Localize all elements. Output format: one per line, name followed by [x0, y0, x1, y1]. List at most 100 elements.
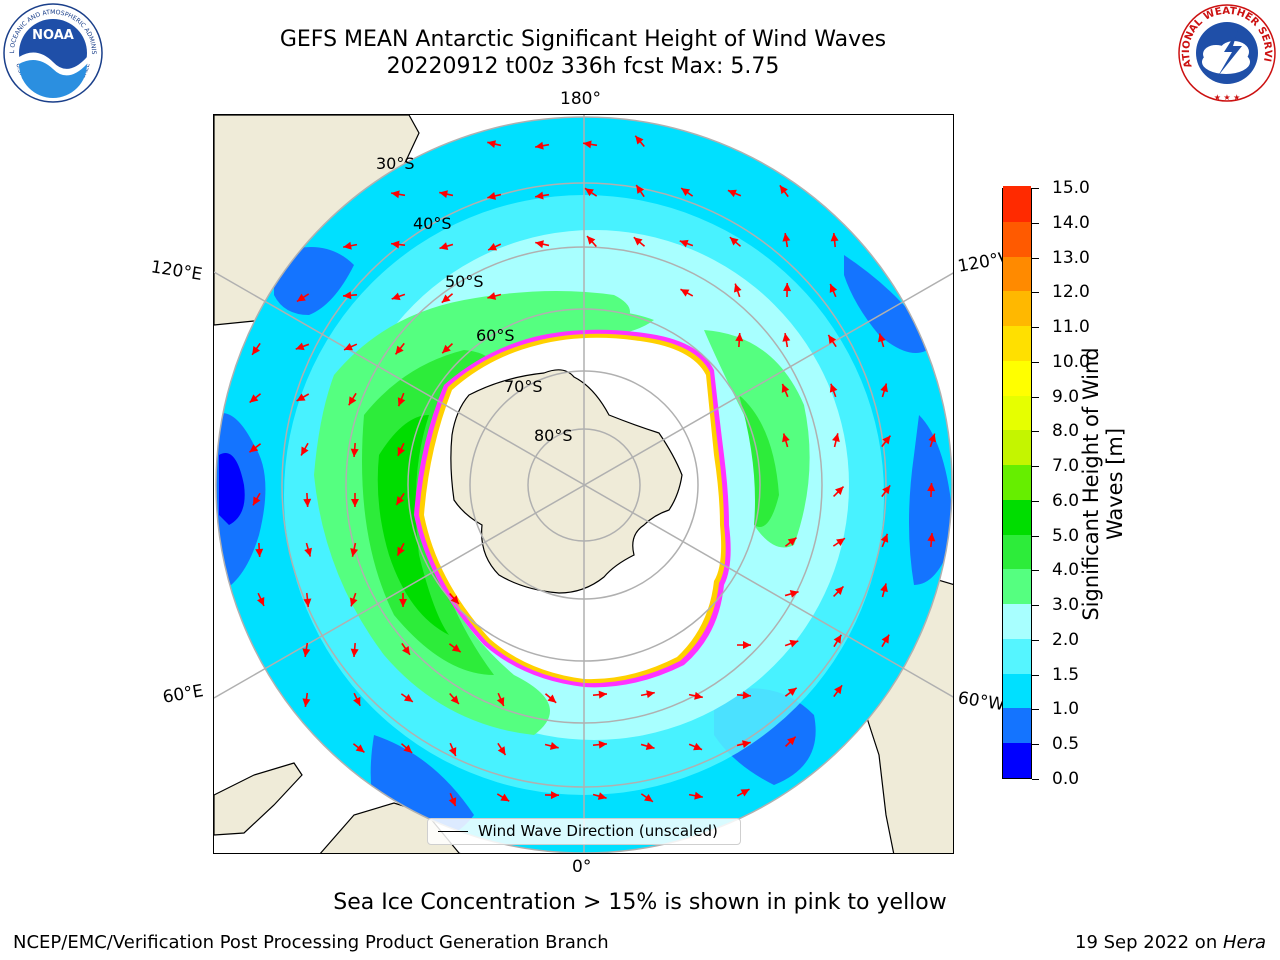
- map-canvas: 30°S 40°S 50°S 60°S 70°S 80°S: [214, 115, 953, 853]
- wave-arrow-head: [439, 190, 448, 199]
- colorbar-tick: [1032, 639, 1039, 641]
- datestamp-host: Hera: [1222, 932, 1266, 953]
- wave-arrow-head: [500, 793, 510, 802]
- lon-label-0: 0°: [572, 857, 592, 877]
- wave-arrow-head: [496, 697, 505, 707]
- wave-arrow-head: [535, 191, 544, 200]
- lon-label-180: 180°: [560, 89, 601, 109]
- wave-arrow-head: [304, 547, 312, 557]
- colorbar-tick-label: 1.5: [1052, 664, 1080, 685]
- wave-arrow-head: [350, 448, 359, 457]
- wave-arrow-head: [348, 396, 357, 406]
- colorbar-tick: [1032, 570, 1039, 572]
- wave-arrow-head: [448, 747, 457, 757]
- colorbar-tick-label: 0.0: [1052, 769, 1080, 789]
- wave-arrow-head: [927, 533, 936, 542]
- graticule: [214, 115, 953, 853]
- colorbar-tick-label: 15.0: [1052, 178, 1090, 198]
- blue-patch-east: [909, 415, 952, 585]
- wave-arrow-head: [441, 294, 451, 303]
- wave-arrow-head: [397, 546, 405, 556]
- colorbar-tick: [1032, 292, 1039, 294]
- wave-arrow-head: [353, 696, 361, 706]
- wave-arrow-head: [343, 241, 352, 250]
- colorbar-tick-label: 10.0: [1052, 351, 1090, 372]
- wave-arrow-head: [391, 292, 401, 301]
- colorbar-segment: [1003, 255, 1031, 292]
- colorbar-tick: [1032, 222, 1039, 224]
- wave-arrow-head: [740, 789, 750, 797]
- wave-arrow-head: [350, 498, 359, 507]
- chart-title: GEFS MEAN Antarctic Significant Height o…: [279, 27, 887, 52]
- wave-arrow-head: [448, 797, 457, 807]
- wave-arrow-head: [787, 537, 797, 546]
- colorbar: [1002, 186, 1032, 779]
- colorbar-segment: [1003, 221, 1031, 257]
- wave-arrow-head: [880, 583, 888, 593]
- wave-arrow-head: [249, 394, 259, 403]
- wave-arrow-head: [927, 483, 936, 492]
- wave-arrow-head: [487, 140, 497, 148]
- wave-arrow-head: [880, 383, 888, 393]
- wave-arrow-head: [735, 333, 744, 342]
- colorbar-tick-label: 14.0: [1052, 212, 1090, 233]
- wave-arrow-head: [301, 446, 309, 456]
- colorbar-tick: [1032, 327, 1039, 329]
- wave-arrow-head: [451, 644, 461, 653]
- wave-arrow-head: [535, 141, 544, 150]
- wave-arrow-head: [928, 433, 937, 443]
- wave-arrow-head: [787, 687, 797, 696]
- colorbar-tick-label: 8.0: [1052, 421, 1080, 442]
- wave-arrow-head: [257, 596, 265, 606]
- colorbar-tick-label: 4.0: [1052, 560, 1080, 581]
- noaa-logo: NATIONAL OCEANIC AND ATMOSPHERIC ADMINIS…: [2, 2, 103, 103]
- wave-arrow-head: [497, 746, 506, 756]
- wave-arrow-head: [535, 240, 544, 249]
- colorbar-tick: [1032, 431, 1039, 433]
- colorbar-tick-label: 7.0: [1052, 456, 1080, 477]
- colorbar-segment: [1003, 742, 1031, 778]
- wave-arrow-head: [834, 586, 844, 595]
- colorbar-segment: [1003, 568, 1031, 605]
- colorbar-segment: [1003, 707, 1031, 744]
- wave-arrow-head: [680, 289, 690, 297]
- wave-arrow-head: [834, 685, 843, 695]
- wave-arrow-head: [833, 634, 842, 644]
- lat-label-40s: 40°S: [413, 214, 452, 233]
- colorbar-segment: [1003, 534, 1031, 570]
- wave-arrow-head: [597, 792, 607, 800]
- wave-arrow-head: [303, 598, 312, 607]
- wave-arrow-head: [829, 283, 838, 293]
- colorbar-tick: [1032, 466, 1039, 468]
- colorbar-segment: [1003, 499, 1031, 535]
- wave-arrow-head: [633, 237, 643, 246]
- wave-arrow-head: [549, 742, 559, 750]
- wave-arrow-head: [395, 345, 404, 355]
- colorbar-segment: [1003, 673, 1031, 709]
- wave-arrow-head: [587, 236, 596, 245]
- wave-arrow-head: [789, 639, 799, 648]
- wave-arrow-head: [878, 333, 886, 343]
- blue-patch-northwest: [274, 247, 354, 315]
- colorbar-segment: [1003, 638, 1031, 674]
- colorbar-segment: [1003, 360, 1031, 396]
- wave-arrow-head: [645, 742, 655, 750]
- lat-label-30s: 30°S: [376, 154, 415, 173]
- lat-label-60s: 60°S: [476, 326, 515, 345]
- southern-africa-land: [214, 762, 303, 836]
- wave-arrow-head: [487, 192, 497, 200]
- wave-arrow-head: [344, 342, 353, 351]
- wave-arrow-head: [787, 736, 796, 746]
- colorbar-tick-label: 9.0: [1052, 386, 1080, 407]
- nws-logo: NATIONAL WEATHER SERVICE ★ ★ ★: [1176, 2, 1276, 102]
- wave-arrow-head: [252, 496, 261, 506]
- wave-arrow-head: [349, 597, 358, 607]
- legend-line-swatch: [438, 831, 468, 832]
- wave-arrow-head: [835, 486, 844, 496]
- lon-label-120w-clip: 120°W: [955, 252, 1005, 282]
- chart-subtitle: 20220912 t00z 336h fcst Max: 5.75: [386, 54, 780, 79]
- wave-arrow-head: [397, 397, 406, 407]
- wave-arrow-head: [350, 648, 359, 657]
- wave-arrow-head: [296, 393, 306, 401]
- wave-arrow-head: [733, 283, 742, 293]
